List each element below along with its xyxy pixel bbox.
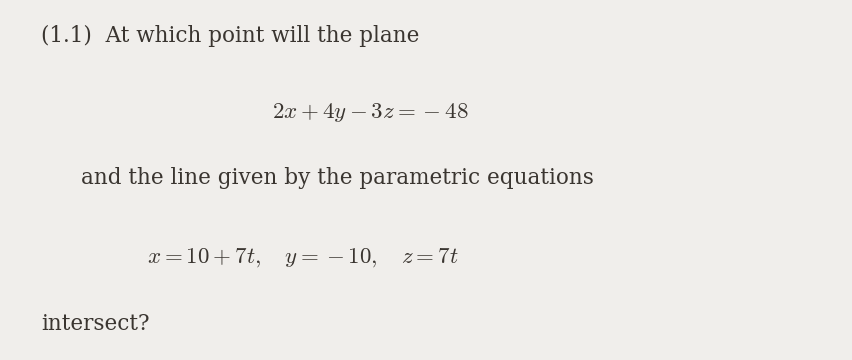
Text: intersect?: intersect? (41, 313, 149, 335)
Text: and the line given by the parametric equations: and the line given by the parametric equ… (81, 167, 594, 189)
Text: $x = 10 + 7t, \quad y = -10, \quad z = 7t$: $x = 10 + 7t, \quad y = -10, \quad z = 7… (147, 247, 458, 269)
Text: $2x + 4y - 3z = -48$: $2x + 4y - 3z = -48$ (273, 101, 469, 124)
Text: (1.1)  At which point will the plane: (1.1) At which point will the plane (41, 25, 419, 47)
